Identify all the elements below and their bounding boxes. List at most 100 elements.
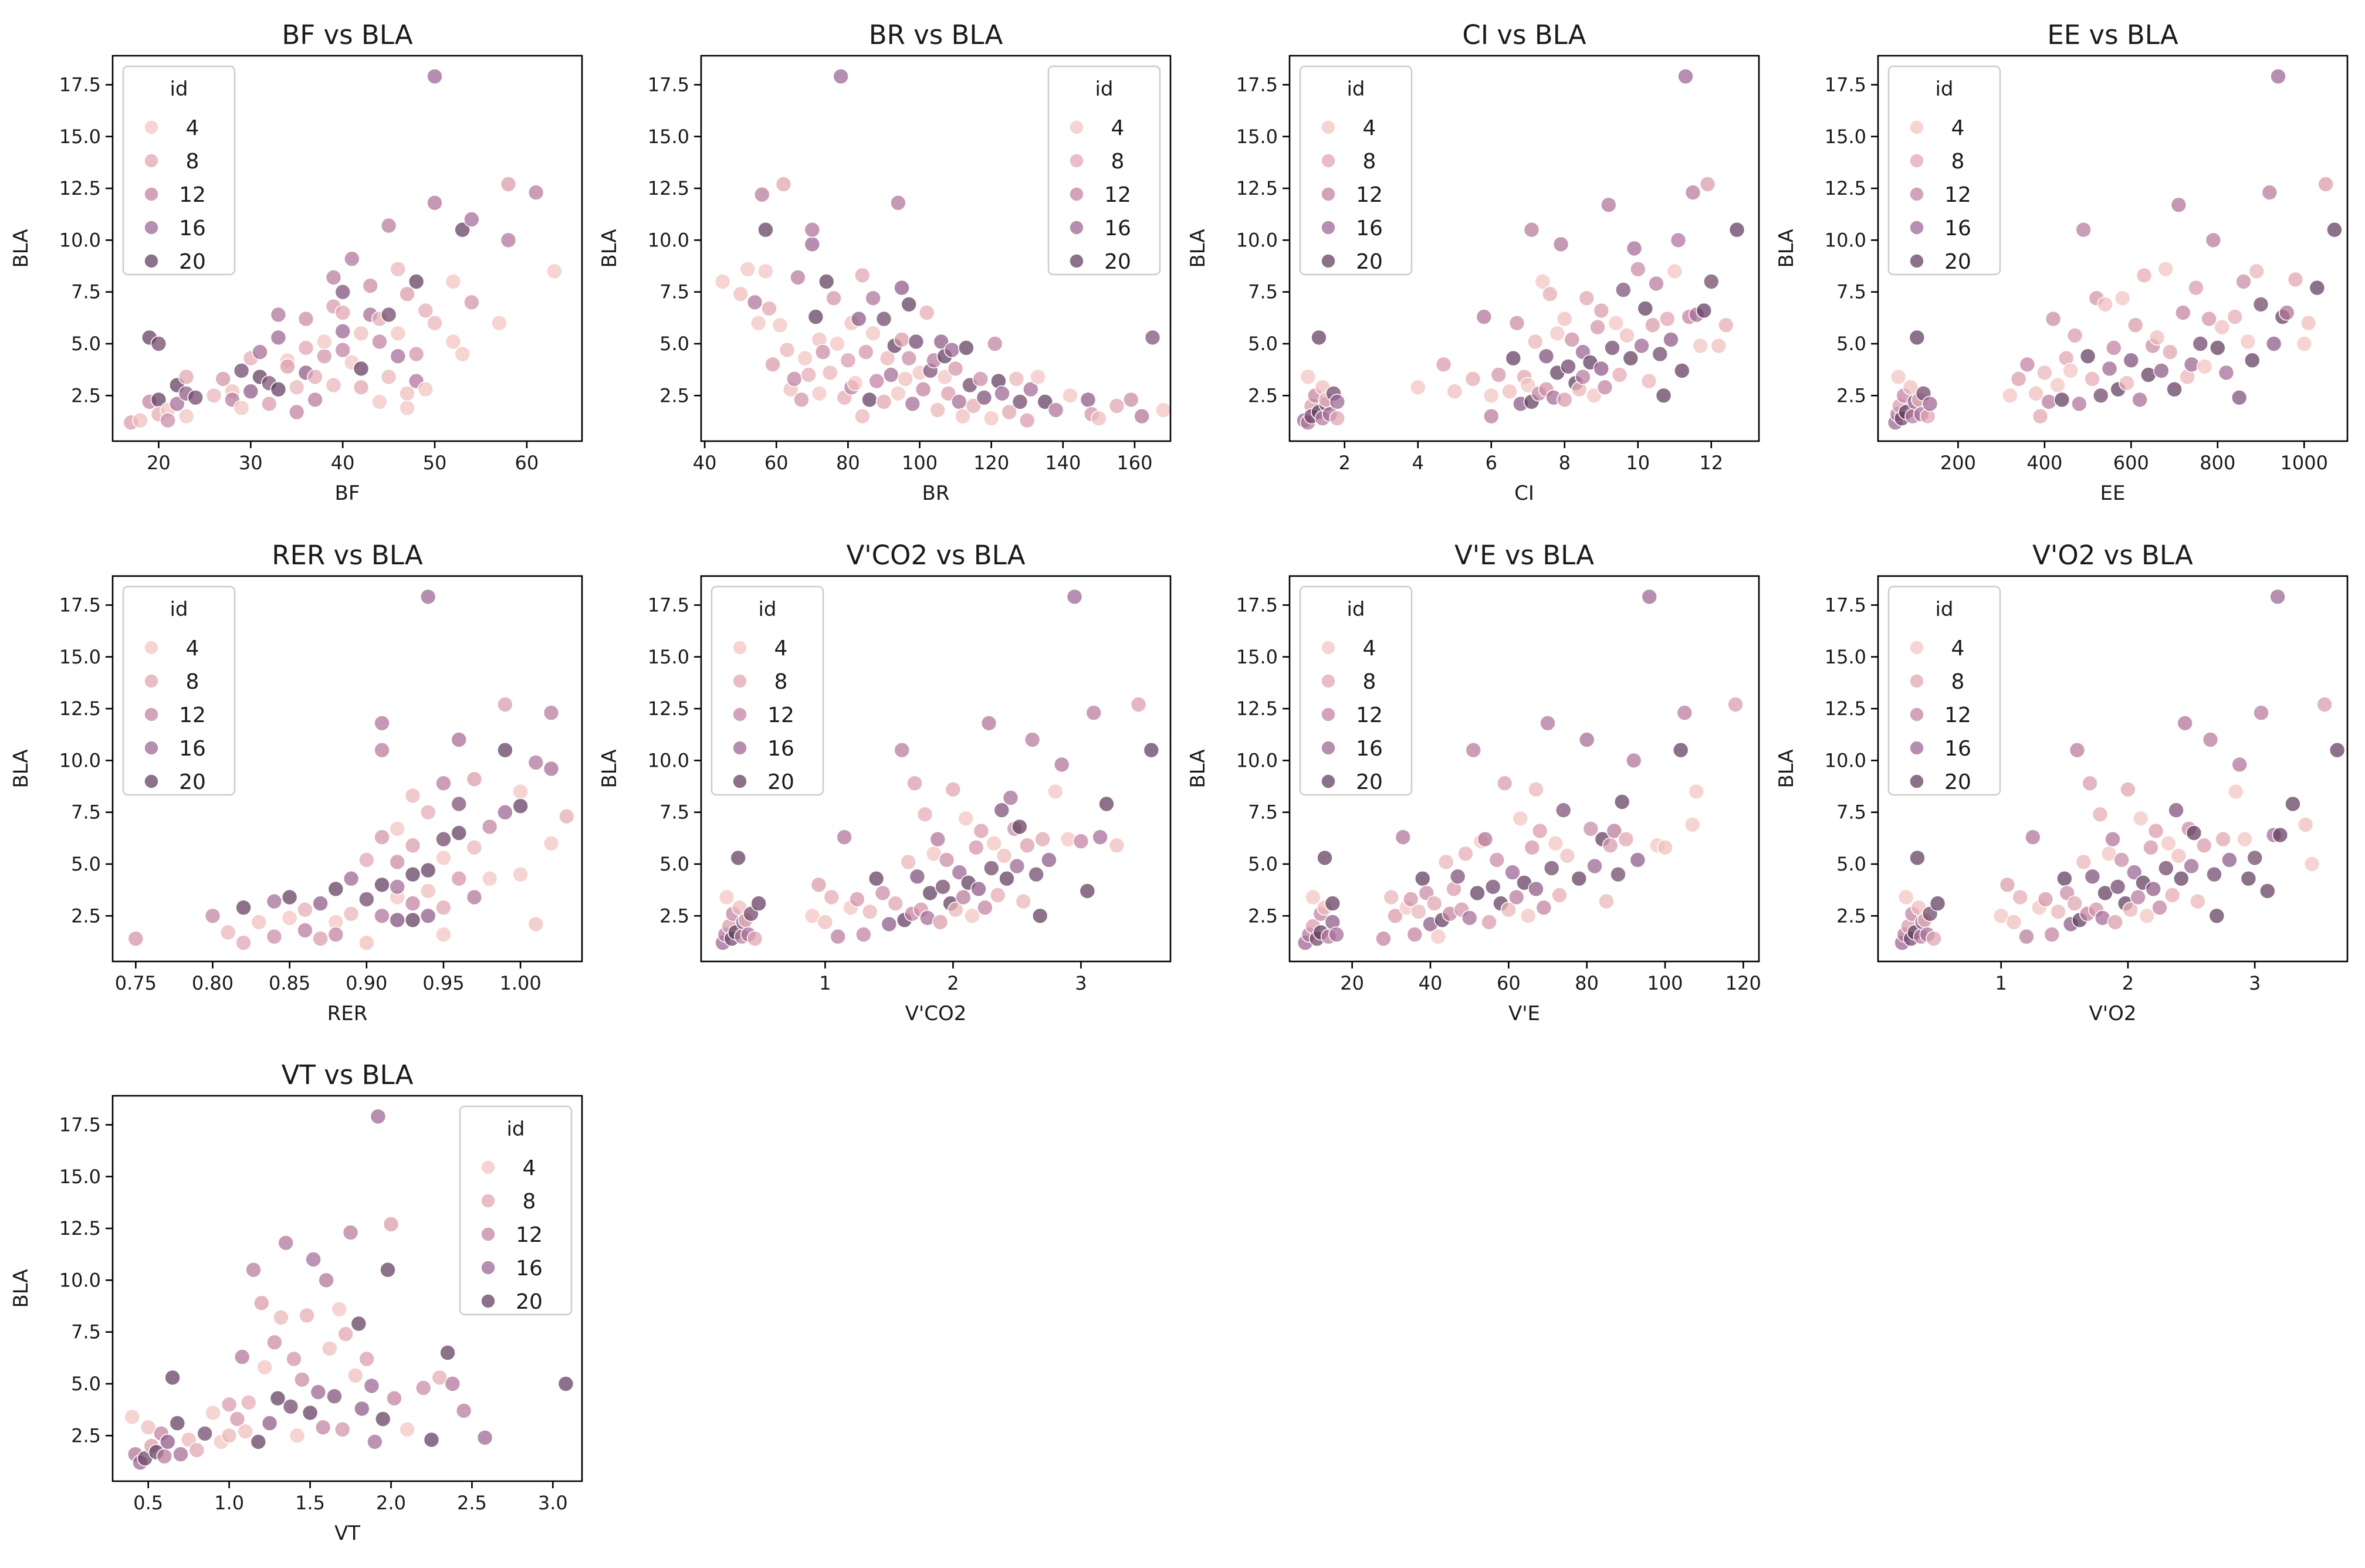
data-point [909,868,926,885]
data-point [371,394,388,410]
data-point [1457,845,1474,862]
data-point [512,783,529,800]
data-point [987,336,1003,352]
y-tick-label: 5.0 [1836,333,1866,355]
data-point [804,221,821,238]
x-tick-label: 2.5 [457,1492,487,1514]
data-point [761,300,777,317]
legend-marker [144,120,159,135]
data-point [980,715,997,731]
data-point [964,907,980,924]
data-point [2139,907,2156,924]
y-tick-label: 5.0 [659,333,689,355]
data-point [2053,391,2070,408]
data-point [253,1295,270,1311]
y-tick-label: 15.0 [59,646,101,668]
y-tick-label: 12.5 [648,177,689,199]
data-point [1728,221,1745,238]
legend-title: id [1935,598,1953,621]
y-tick-label: 5.0 [71,1373,101,1395]
data-point [772,317,789,334]
data-point [1547,835,1564,852]
data-point [358,891,375,907]
data-point [1909,849,1926,866]
legend-label: 8 [774,670,788,694]
data-point [2056,870,2073,887]
data-point [466,771,483,787]
data-point [2049,377,2066,394]
data-point [327,926,344,943]
data-point [1543,860,1560,876]
data-point [363,1377,380,1394]
data-point [260,395,278,412]
data-point [235,899,252,916]
data-point [367,1434,383,1450]
data-point [2246,849,2263,866]
data-point [229,1411,246,1427]
data-point [312,895,329,912]
data-point [1108,837,1125,854]
data-point [417,302,434,319]
data-point [1528,781,1544,798]
data-point [546,263,563,280]
data-point [252,344,268,360]
data-point [389,821,406,837]
y-tick-label: 2.5 [1836,384,1866,407]
data-point [1011,394,1028,410]
data-point [334,304,351,321]
data-point [150,336,167,352]
data-point [754,186,770,203]
data-point [1406,926,1423,943]
data-point [977,899,993,916]
chart-title: RER vs BLA [272,540,423,571]
data-point [875,394,892,410]
legend-marker [1321,707,1336,722]
data-point [1464,371,1481,387]
data-point [2158,860,2174,876]
data-point [1383,889,1400,906]
y-tick-label: 10.0 [1236,749,1278,771]
data-point [1505,350,1522,367]
data-point [2270,68,2286,85]
chart-title: BR vs BLA [869,19,1003,50]
data-point [399,1421,415,1438]
data-point [419,588,437,605]
data-point [1578,290,1595,307]
data-point [451,731,468,748]
data-point [2192,336,2209,352]
data-point [1696,302,1713,319]
data-point [996,848,1013,864]
data-point [1645,317,1661,334]
chart-title: VT vs BLA [282,1059,414,1091]
data-point [476,1430,493,1446]
data-point [1586,858,1603,875]
data-point [2160,835,2177,852]
y-tick-label: 12.5 [1236,697,1278,720]
data-point [1613,794,1630,810]
data-point [2107,914,2124,930]
data-point [2188,279,2204,296]
data-point [1674,363,1690,379]
y-tick-label: 7.5 [71,801,101,824]
legend-marker [1069,153,1084,168]
x-tick-label: 2 [947,972,959,994]
data-point [2248,263,2265,280]
data-point [854,267,871,284]
x-tick-label: 0.5 [133,1492,163,1514]
data-point [353,1400,370,1417]
subplot-6: V'E vs BLA 20 40 60 80 100 120 2.5 5.0 7.5 10.0 12.… [1186,540,1761,1025]
data-point [881,916,898,933]
data-point [270,381,287,398]
axes-frame [111,55,583,442]
x-tick-label: 1000 [2281,452,2328,474]
data-point [935,879,951,895]
legend-marker [1909,740,1924,756]
data-point [427,314,443,331]
legend-label: 4 [523,1156,536,1180]
data-point [374,829,390,845]
data-point [779,341,796,358]
data-point [1555,802,1572,818]
data-point [380,368,397,385]
data-point [822,364,838,381]
